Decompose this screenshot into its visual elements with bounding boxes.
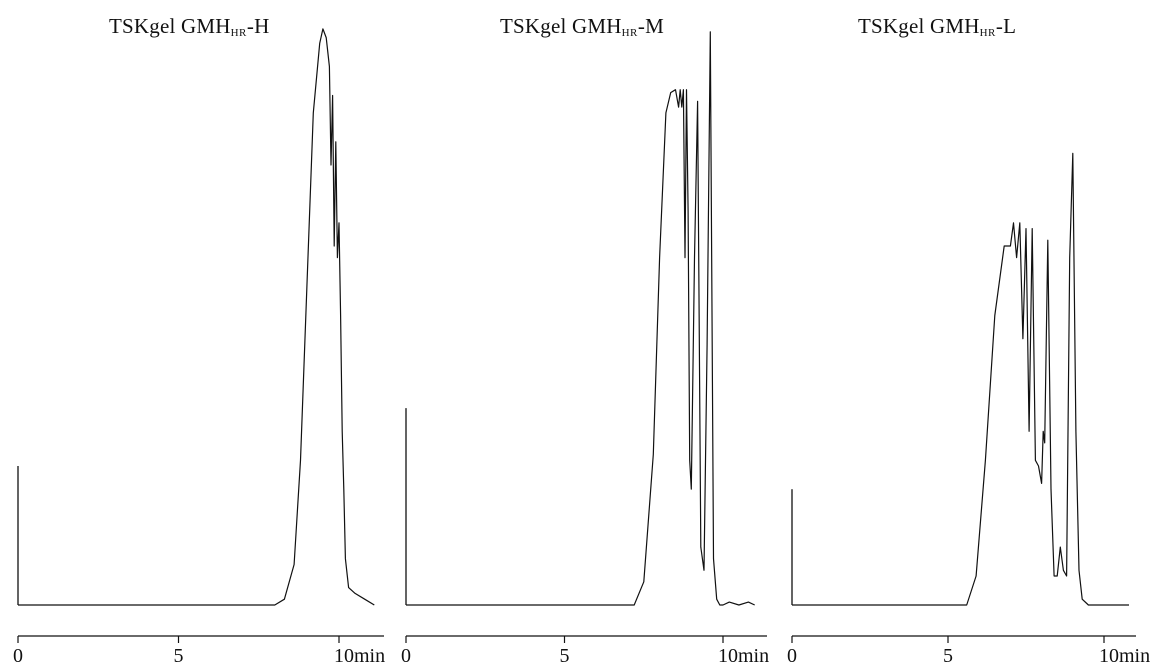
chromatogram-trace [792, 152, 1129, 606]
x-tick-label: 5 [174, 645, 184, 666]
chromatogram-trace [18, 28, 375, 606]
title-subscript: HR [621, 27, 638, 39]
title-suffix: -L [995, 14, 1017, 38]
title-main: TSKgel GMH [109, 14, 231, 38]
x-tick-label: 5 [560, 645, 570, 666]
x-tick-label: 10min [718, 645, 769, 666]
x-tick-label: 5 [943, 645, 953, 666]
panel-title-m: TSKgel GMHHR-M [500, 14, 664, 39]
chromatogram-trace [406, 31, 755, 606]
title-suffix: -H [246, 14, 270, 38]
x-tick-label: 10min [334, 645, 385, 666]
panel-title-h: TSKgel GMHHR-H [109, 14, 269, 39]
x-tick-label: 0 [13, 645, 23, 666]
title-main: TSKgel GMH [858, 14, 980, 38]
title-subscript: HR [230, 27, 247, 39]
x-tick-label: 10min [1099, 645, 1150, 666]
title-suffix: -M [637, 14, 664, 38]
x-tick-label: 0 [401, 645, 411, 666]
title-subscript: HR [979, 27, 996, 39]
title-main: TSKgel GMH [500, 14, 622, 38]
panel-title-l: TSKgel GMHHR-L [858, 14, 1016, 39]
x-tick-label: 0 [787, 645, 797, 666]
